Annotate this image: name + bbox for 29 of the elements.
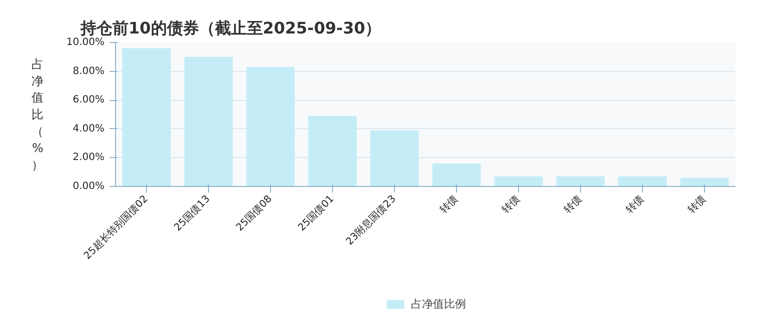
x-tick-label: 转债 [624, 192, 646, 216]
y-tick-label: 0.00% [72, 181, 105, 192]
y-tick-label: 8.00% [72, 66, 105, 77]
bar [370, 130, 419, 186]
bar [246, 66, 295, 186]
x-tick-label: 25国债08 [234, 194, 274, 234]
x-tick-label: 转债 [438, 192, 460, 216]
y-tick-label: 4.00% [72, 123, 105, 134]
y-tick-label: 6.00% [72, 94, 105, 106]
y-tick-label: 10.00% [66, 37, 105, 48]
x-tick-label: 23附息国债23 [344, 192, 398, 248]
bar [184, 56, 233, 186]
y-axis-title: 占净值比（%） [31, 57, 44, 172]
x-tick-label: 转债 [500, 192, 522, 216]
legend-label: 占净值比例 [411, 296, 466, 312]
x-tick-label: 转债 [562, 192, 584, 216]
bar [308, 116, 357, 186]
bar [618, 176, 667, 186]
x-tick-label: 转债 [686, 192, 708, 216]
bar [556, 176, 605, 186]
bar [680, 178, 729, 186]
bar [122, 48, 171, 186]
bar [494, 176, 543, 186]
y-tick-label: 2.00% [72, 152, 105, 164]
bar [432, 163, 481, 186]
x-tick-label: 25国债13 [172, 194, 212, 234]
chart-title: 持仓前10的债券（截止至2025-09-30） [80, 18, 382, 38]
x-tick-label: 25超长特别国债02 [81, 192, 150, 262]
x-tick-label: 25国债01 [296, 194, 336, 234]
